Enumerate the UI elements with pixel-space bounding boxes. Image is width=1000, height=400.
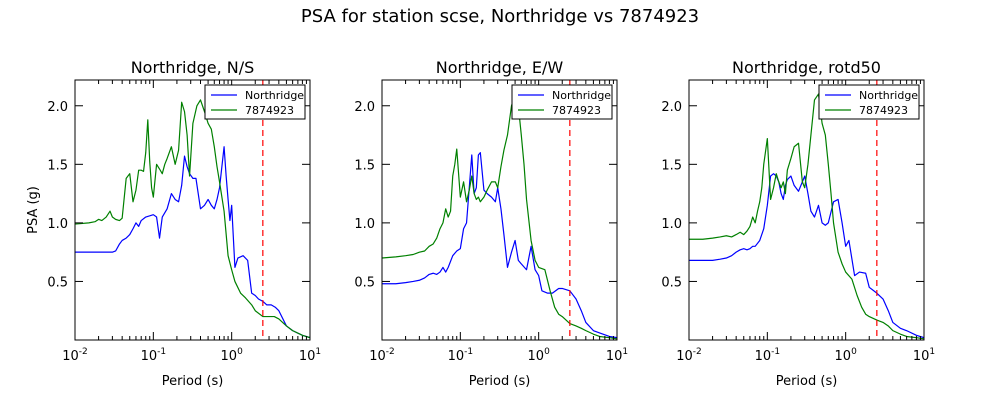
y-tick-label: 1.0 — [47, 217, 68, 232]
axes-frame — [74, 79, 311, 341]
plot-area — [75, 80, 310, 340]
series-line-7874923 — [382, 93, 617, 340]
series-line-7874923 — [689, 93, 924, 340]
y-tick-label: 2.0 — [354, 100, 375, 115]
legend: Northridge 7874923 — [204, 84, 306, 120]
series-line-7874923 — [75, 99, 310, 339]
legend-entry: 7874923 — [245, 104, 294, 117]
y-tick-label: 0.5 — [354, 275, 375, 290]
y-tick-label: 0.5 — [661, 275, 682, 290]
series-line-northridge — [382, 152, 617, 339]
x-tick-label: 100 — [221, 347, 244, 364]
plot-area — [382, 80, 617, 340]
legend: Northridge 7874923 — [818, 84, 920, 120]
legend-box — [511, 84, 613, 120]
y-tick-label: 1.5 — [47, 158, 68, 173]
x-axis-ticks — [688, 80, 925, 340]
legend-box — [204, 84, 306, 120]
axes-frame — [688, 79, 925, 341]
x-axis-label: Period (s) — [776, 374, 838, 389]
panel-title: Northridge, rotd50 — [732, 58, 881, 77]
panel-title: Northridge, E/W — [436, 58, 564, 77]
x-tick-label: 10-1 — [141, 347, 167, 364]
x-tick-label: 10-2 — [676, 347, 702, 364]
chart-panel-3: Northridge, rotd50 10-2 10-1 100 101 0.5 1.0 1.… — [661, 58, 935, 389]
x-tick-label: 101 — [606, 347, 628, 364]
x-tick-label: 10-1 — [755, 347, 781, 364]
y-tick-label: 2.0 — [661, 100, 682, 115]
y-tick-label: 1.0 — [661, 217, 682, 232]
chart-panel-2: Northridge, E/W 10-2 10-1 100 101 0.5 1.0 1.5 2.… — [354, 58, 628, 389]
plot-area — [689, 80, 924, 340]
y-tick-label: 2.0 — [47, 100, 68, 115]
x-tick-label: 100 — [528, 347, 551, 364]
x-tick-label: 10-1 — [448, 347, 474, 364]
legend-entry: Northridge — [859, 89, 918, 102]
axes-frame — [381, 79, 618, 341]
x-tick-label: 101 — [299, 347, 321, 364]
legend-entry: 7874923 — [859, 104, 908, 117]
x-tick-label: 10-2 — [369, 347, 395, 364]
legend-entry: Northridge — [245, 89, 304, 102]
chart-panel-1: Northridge, N/S 10-2 10-1 100 101 0.5 1.0 1.5 2.… — [26, 58, 321, 389]
panel-title: Northridge, N/S — [131, 58, 255, 77]
y-axis-label: PSA (g) — [26, 186, 41, 234]
x-tick-label: 100 — [835, 347, 858, 364]
x-axis-ticks — [74, 80, 311, 340]
series-line-northridge — [75, 146, 310, 339]
figure-title: PSA for station scse, Northridge vs 7874… — [301, 6, 699, 27]
x-tick-label: 101 — [913, 347, 935, 364]
legend-entry: 7874923 — [552, 104, 601, 117]
x-axis-label: Period (s) — [162, 374, 224, 389]
legend-box — [818, 84, 920, 120]
legend-entry: Northridge — [552, 89, 611, 102]
legend: Northridge 7874923 — [511, 84, 613, 120]
y-tick-label: 1.5 — [354, 158, 375, 173]
y-tick-label: 1.0 — [354, 217, 375, 232]
x-axis-ticks — [381, 80, 618, 340]
x-axis-label: Period (s) — [469, 374, 531, 389]
x-tick-label: 10-2 — [62, 347, 88, 364]
series-line-northridge — [689, 173, 924, 339]
y-tick-label: 1.5 — [661, 158, 682, 173]
y-tick-label: 0.5 — [47, 275, 68, 290]
